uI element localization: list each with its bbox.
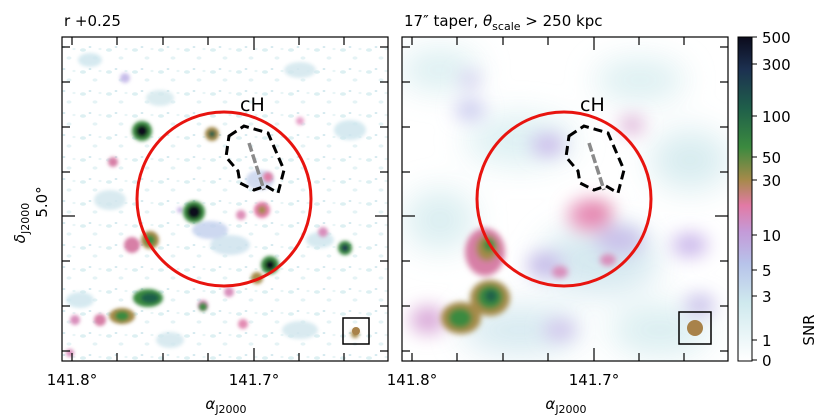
colorbar-tick-label: 3 bbox=[762, 288, 772, 306]
title-condition: > 250 kpc bbox=[521, 12, 603, 30]
ylabel-subscript: J2000 bbox=[19, 203, 32, 235]
ylabel-main: δ bbox=[11, 234, 29, 243]
left-panel-red-circle bbox=[135, 110, 313, 288]
colorbar-tick-label: 300 bbox=[762, 56, 791, 74]
right-panel-beam-box bbox=[678, 311, 712, 345]
left-panel-xtick-label: 141.7° bbox=[229, 371, 279, 389]
title-subscript: scale bbox=[492, 20, 521, 33]
left-panel-image bbox=[62, 37, 388, 361]
left-panel-frame bbox=[61, 36, 389, 362]
left-panel: r +0.25 bbox=[11, 12, 389, 415]
right-panel-beam bbox=[687, 320, 703, 336]
colorbar-tick-label: 0 bbox=[762, 352, 772, 370]
right-panel-xtick-label: 141.7° bbox=[569, 371, 619, 389]
colorbar-tick-label: 1 bbox=[762, 332, 772, 350]
right-panel-frame bbox=[401, 36, 729, 362]
right-panel-filament bbox=[587, 142, 606, 191]
right-panel-region-label: cH bbox=[580, 94, 605, 116]
xlabel-main: α bbox=[545, 395, 555, 413]
xlabel-subscript: J2000 bbox=[214, 403, 246, 415]
right-panel-xlabel: αJ2000 bbox=[545, 395, 586, 415]
left-panel-xtick-label: 141.8° bbox=[47, 371, 97, 389]
right-panel: 17″ taper, θscale > 250 kpc bbox=[387, 12, 729, 415]
left-panel-title: r +0.25 bbox=[64, 12, 121, 30]
xlabel-subscript: J2000 bbox=[554, 403, 586, 415]
colorbar-tick-label: 100 bbox=[762, 108, 791, 126]
left-panel-beam bbox=[352, 327, 360, 335]
title-theta: θ bbox=[483, 12, 492, 30]
right-panel-red-circle bbox=[475, 110, 653, 288]
ylabel: δJ2000 bbox=[11, 203, 32, 243]
colorbar-label: SNR bbox=[800, 314, 818, 345]
colorbar-gradient bbox=[737, 36, 753, 362]
left-panel-ticks bbox=[62, 37, 388, 361]
colorbar-ticks bbox=[752, 36, 757, 361]
colorbar-tick-label: 50 bbox=[762, 149, 781, 167]
left-panel-region-outline bbox=[224, 124, 286, 196]
right-panel-ticks bbox=[402, 37, 728, 361]
xlabel-main: α bbox=[205, 395, 215, 413]
left-panel-filament bbox=[247, 142, 266, 191]
ytick-label: 5.0° bbox=[33, 186, 51, 217]
colorbar-tick-label: 5 bbox=[762, 262, 772, 280]
right-panel-title: 17″ taper, θscale > 250 kpc bbox=[404, 12, 602, 33]
right-panel-xtick-label: 141.8° bbox=[387, 371, 437, 389]
colorbar-tick-label: 500 bbox=[762, 29, 791, 47]
right-panel-region-outline bbox=[564, 124, 626, 196]
left-panel-beam-box bbox=[342, 317, 370, 345]
colorbar-tick-label: 30 bbox=[762, 172, 781, 190]
colorbar: 500 300 100 50 30 10 5 3 1 0 SNR bbox=[737, 29, 818, 370]
left-panel-xlabel: αJ2000 bbox=[205, 395, 246, 415]
left-panel-region-label: cH bbox=[240, 94, 265, 116]
right-panel-image bbox=[402, 37, 728, 361]
colorbar-tick-label: 10 bbox=[762, 227, 781, 245]
title-text: 17″ taper, bbox=[404, 12, 483, 30]
